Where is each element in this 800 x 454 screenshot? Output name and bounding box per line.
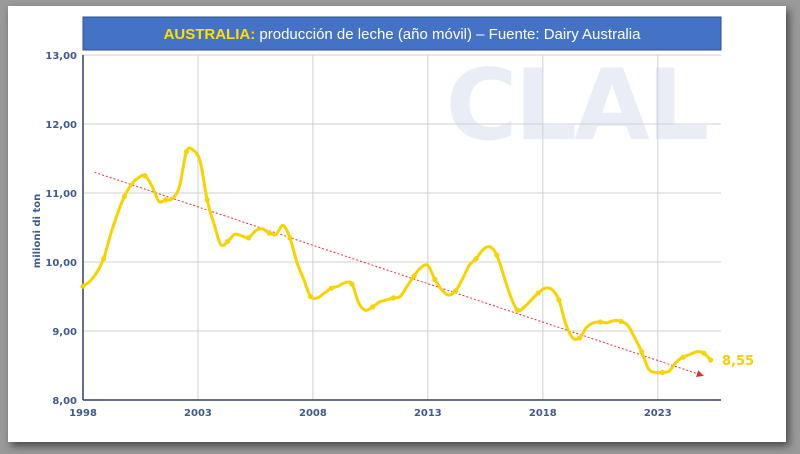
series-point (101, 255, 107, 262)
series-point (556, 297, 562, 303)
chart-svg: CLAL AUSTRALIA: producción de leche (año… (32, 16, 754, 419)
series-point (639, 349, 645, 355)
series-point (708, 357, 714, 363)
y-tick-label: 9,00 (52, 327, 77, 338)
y-tick-label: 12,00 (45, 120, 77, 131)
series-point (121, 193, 127, 200)
chart-title-rest: producción de leche (año móvil) – Fuente… (255, 26, 641, 43)
x-tick-label: 2003 (184, 408, 212, 419)
trend-arrow-head (696, 370, 704, 377)
x-tick-label: 2023 (644, 408, 672, 419)
y-tick-label: 8,00 (52, 396, 77, 407)
series-point (659, 369, 665, 375)
series-point (308, 293, 314, 300)
series-point (618, 318, 624, 324)
chart-title: AUSTRALIA: producción de leche (año móvi… (164, 26, 642, 43)
x-tick-label: 2018 (529, 408, 557, 419)
series-point (142, 173, 148, 179)
series-point (183, 149, 190, 155)
chart-panel: CLAL AUSTRALIA: producción de leche (año… (8, 6, 786, 442)
x-tick-label: 1998 (69, 408, 97, 419)
y-axis-label: milioni di ton (32, 194, 43, 268)
series-point (349, 281, 355, 287)
y-tick-label: 11,00 (45, 189, 77, 200)
series-point (577, 335, 583, 341)
end-value-label: 8,55 (722, 354, 754, 369)
series-point (328, 285, 334, 291)
series-point (163, 197, 169, 203)
series-point (494, 252, 500, 258)
y-tick-label: 13,00 (45, 51, 77, 62)
series-points (80, 149, 714, 375)
series-line (81, 146, 713, 375)
series-point (266, 230, 272, 236)
y-tick-label: 10,00 (45, 258, 77, 269)
clal-watermark-logo: CLAL (446, 49, 707, 163)
series-point (411, 273, 417, 279)
series-point (473, 255, 479, 262)
title-banner (82, 16, 722, 51)
series-point (701, 350, 707, 356)
x-tick-labels: 1998 2003 2008 2013 2018 2023 (69, 408, 672, 419)
series-point (680, 354, 686, 360)
axes (82, 55, 721, 401)
trend-line (94, 171, 704, 377)
series-point (204, 197, 210, 203)
series-point (452, 288, 459, 294)
series-point (597, 319, 603, 325)
series-point (287, 235, 293, 241)
series-point (535, 290, 541, 296)
series-point (225, 238, 231, 244)
series-point (80, 283, 86, 289)
series-point (514, 307, 521, 313)
chart-title-prefix: AUSTRALIA: (164, 26, 256, 43)
series-point (390, 295, 396, 301)
x-tick-label: 2008 (299, 408, 327, 419)
series-point (432, 276, 438, 282)
y-tick-labels: 8,00 9,00 10,00 11,00 12,00 13,00 (45, 51, 77, 407)
x-tick-label: 2013 (414, 408, 442, 419)
series-point (370, 304, 376, 310)
series-point (245, 235, 252, 241)
